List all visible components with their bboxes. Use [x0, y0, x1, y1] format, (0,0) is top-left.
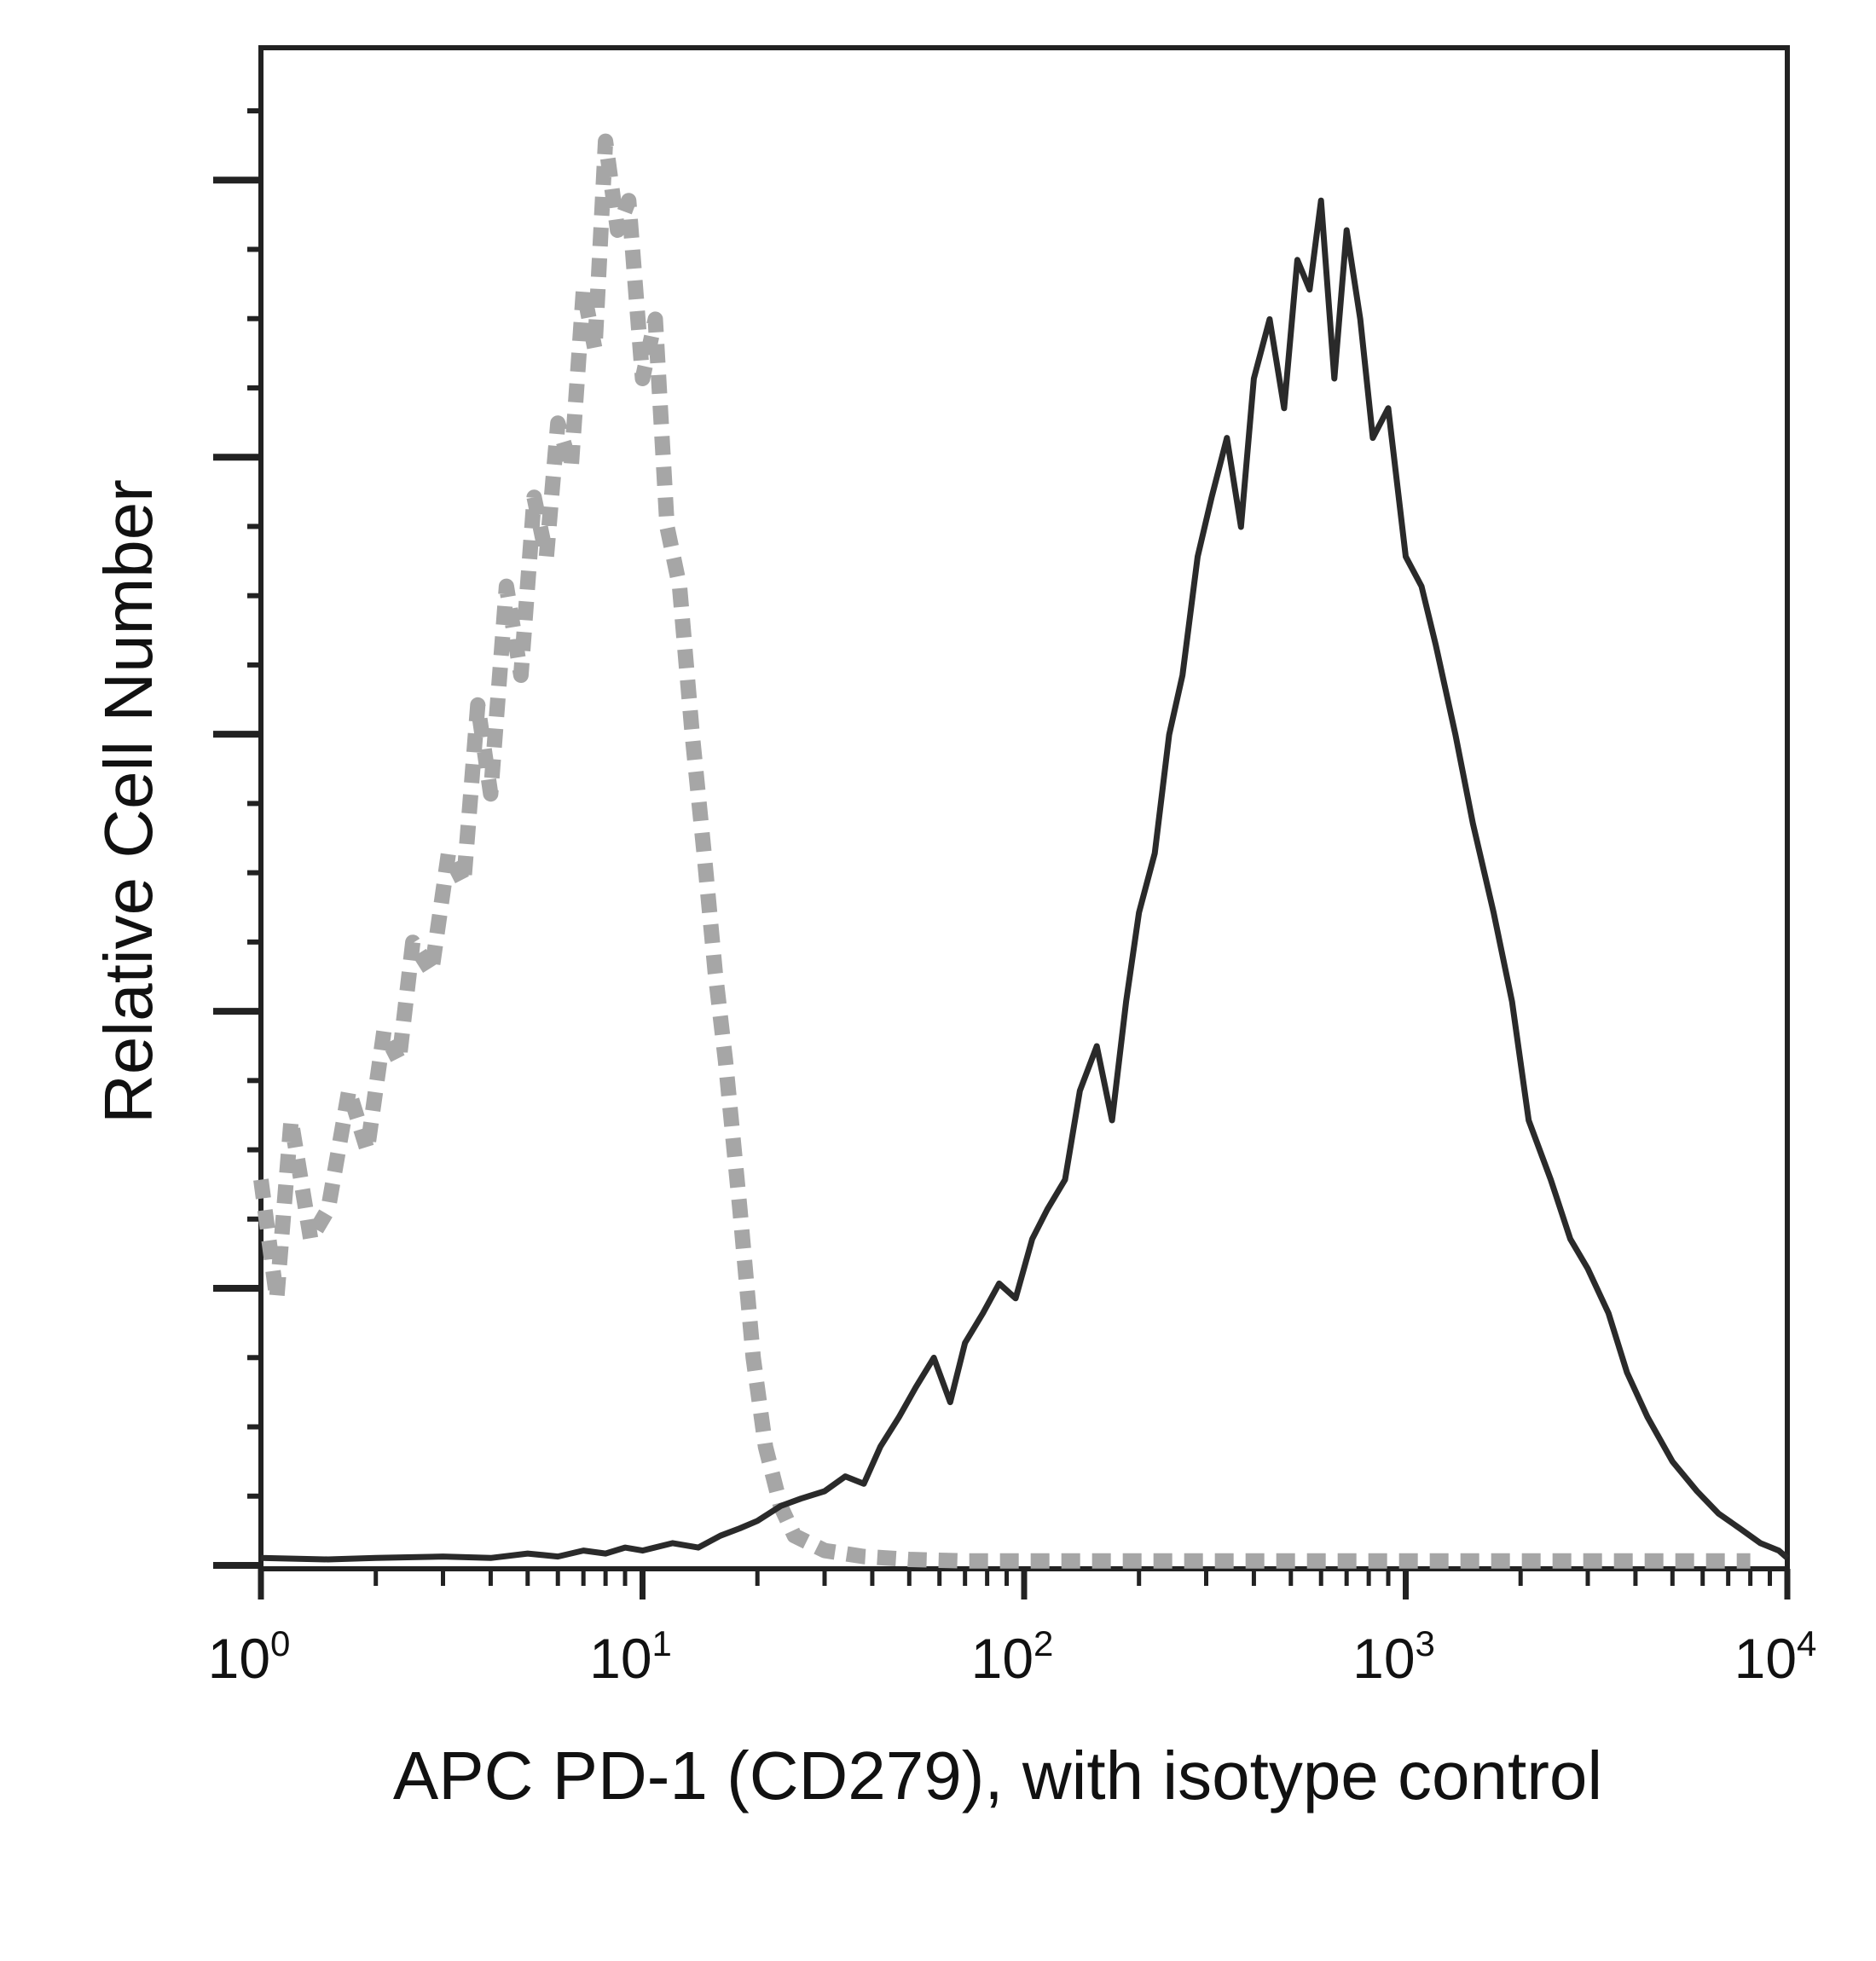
x-tick-exponent: 2 — [1034, 1623, 1053, 1663]
x-tick-label: 102 — [971, 1623, 1054, 1690]
x-axis-ticks — [258, 1569, 1791, 1599]
x-tick-exponent: 3 — [1416, 1623, 1435, 1663]
series-layer — [253, 133, 1790, 1569]
y-axis-title: Relative Cell Number — [90, 479, 166, 1124]
x-tick-label: 100 — [208, 1623, 291, 1690]
x-tick-exponent: 4 — [1797, 1623, 1816, 1663]
x-tick-label: 103 — [1352, 1623, 1435, 1690]
x-axis-title: APC PD-1 (CD279), with isotype control — [393, 1738, 1602, 1813]
x-axis-tick-labels: 100 101 102 103 104 — [208, 1623, 1817, 1690]
plot-frame — [258, 45, 1790, 1571]
x-tick-exponent: 0 — [270, 1623, 290, 1663]
x-tick-exponent: 1 — [652, 1623, 672, 1663]
plot-area-border — [258, 45, 1790, 1571]
pd1-histogram — [260, 197, 1790, 1563]
isotype-control-histogram — [253, 133, 1751, 1569]
x-tick-label: 101 — [589, 1623, 672, 1690]
y-axis-ticks — [213, 108, 261, 1569]
x-tick-label: 104 — [1734, 1623, 1817, 1690]
